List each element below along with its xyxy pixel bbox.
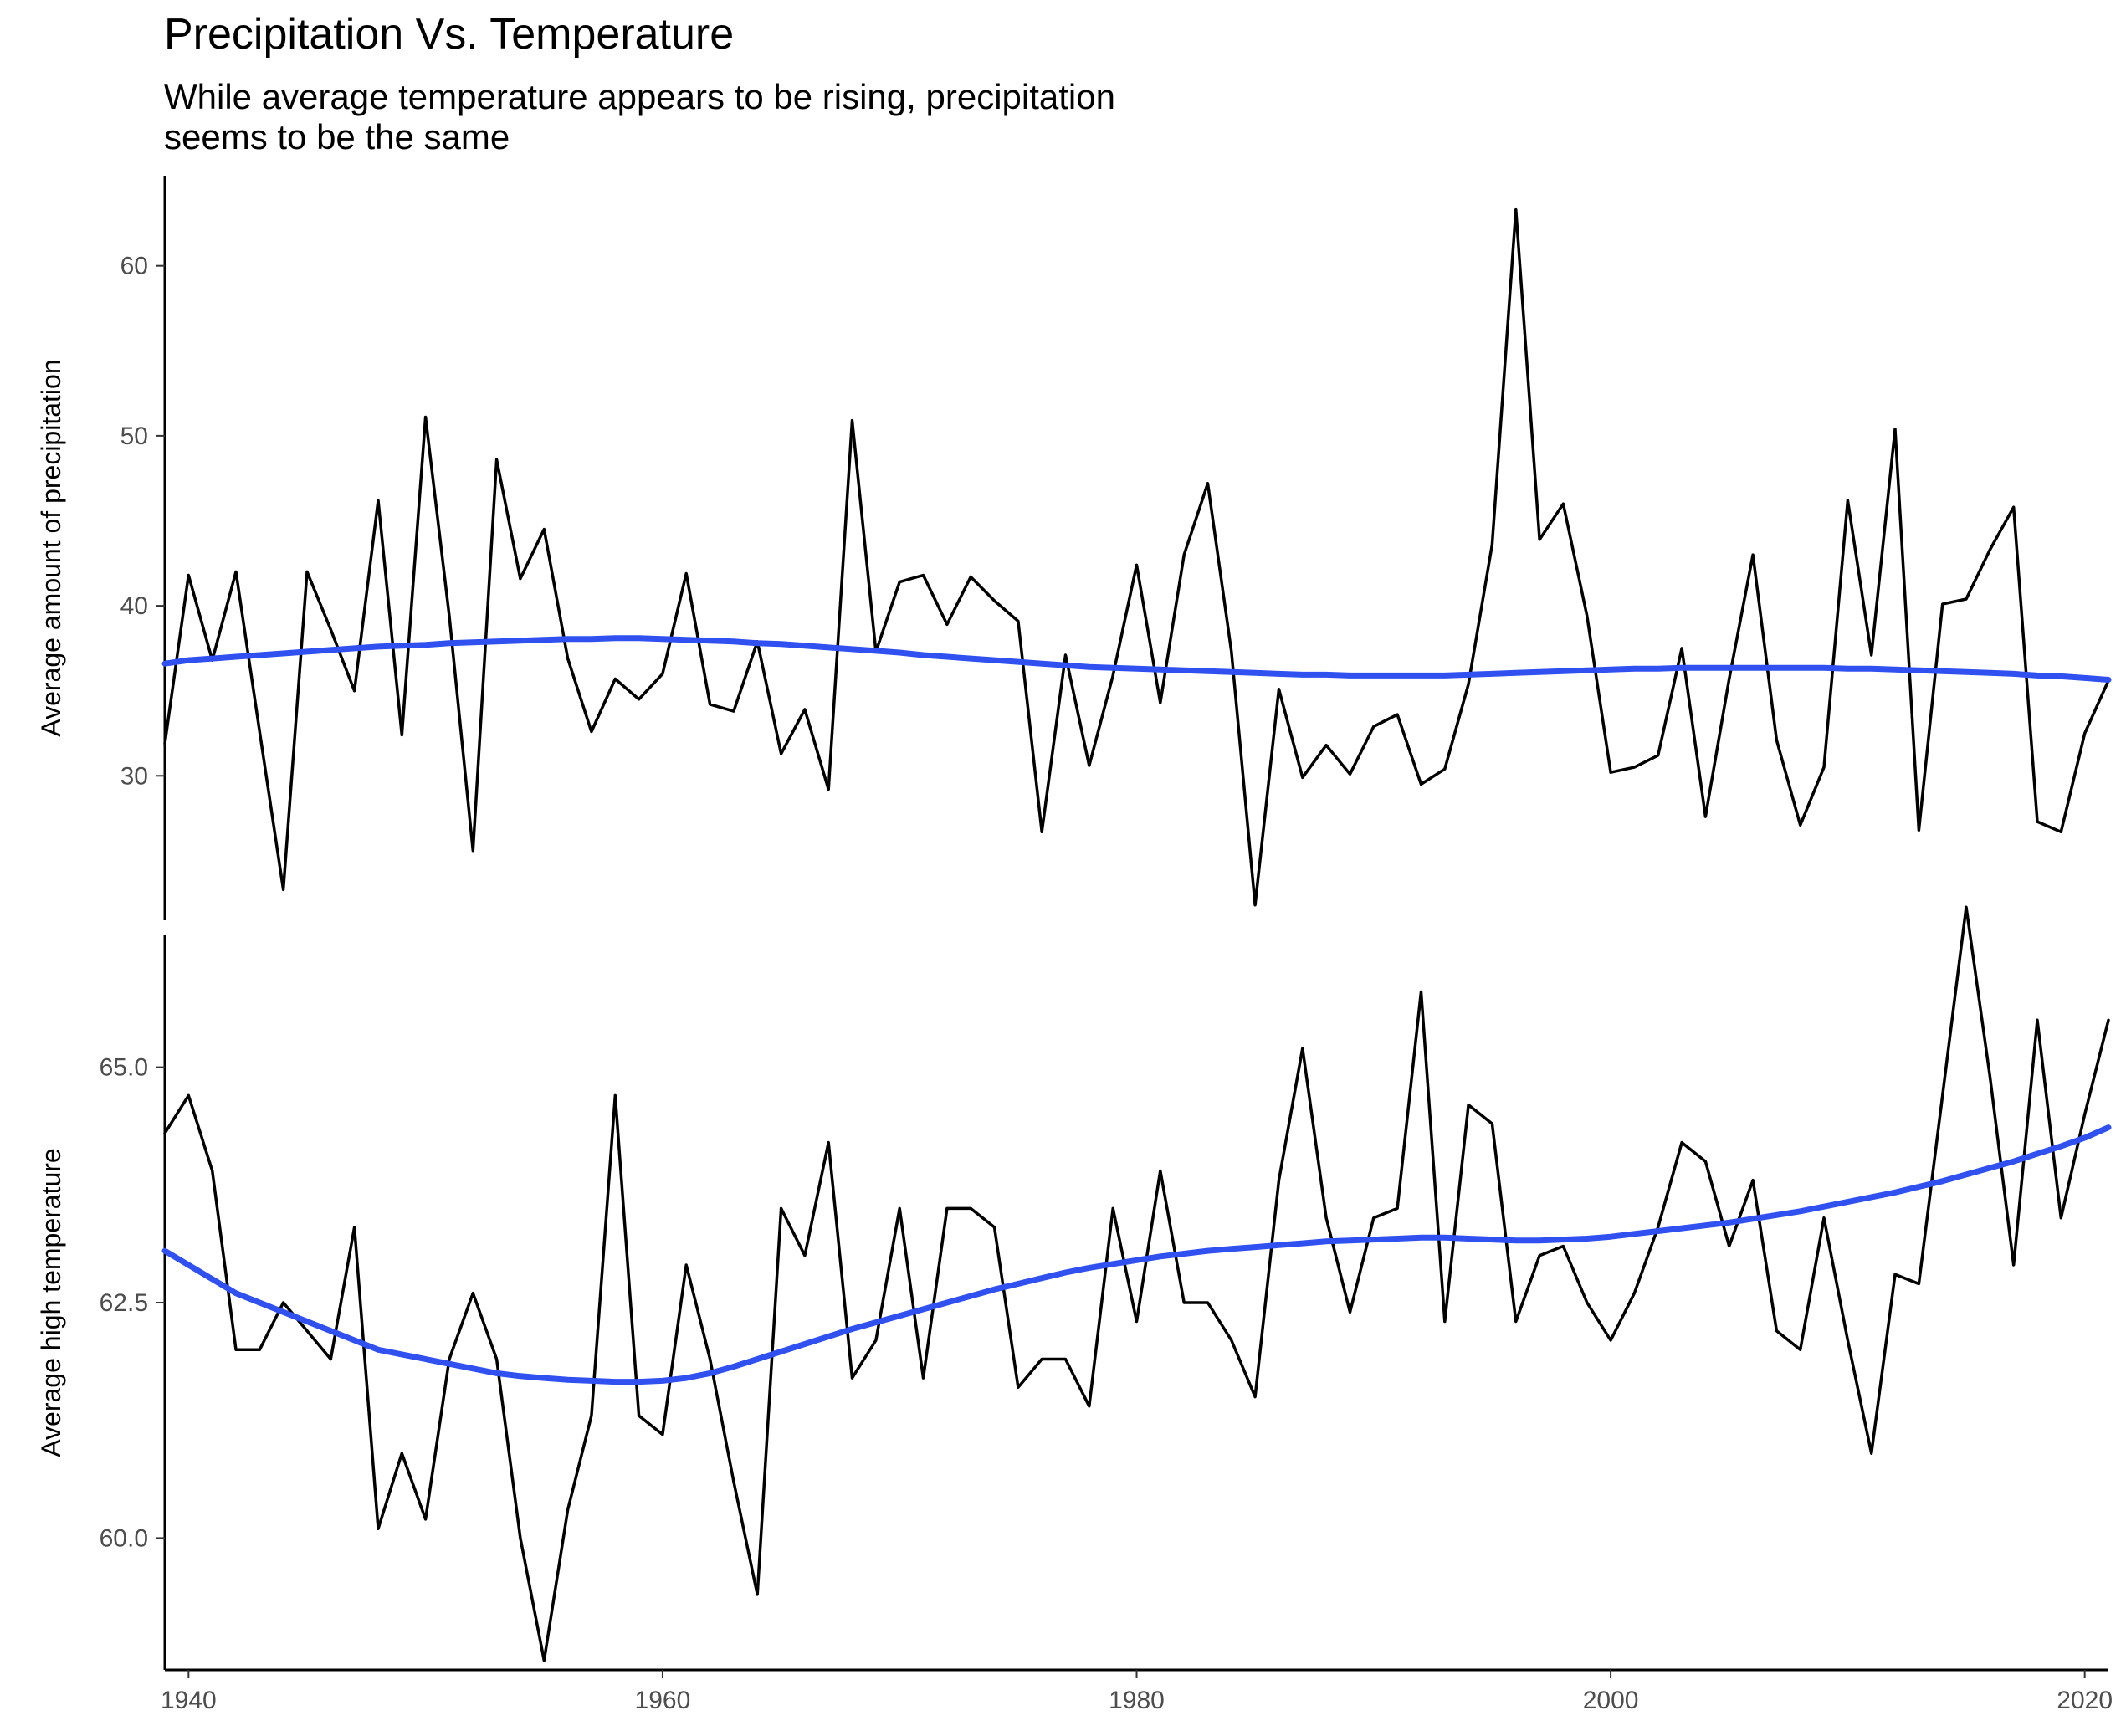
- y-tick-label: 65.0: [100, 1054, 148, 1082]
- y-tick-label: 62.5: [100, 1289, 148, 1317]
- temperature-panel: 60.0 62.5 65.0: [100, 905, 2112, 1670]
- precipitation-y-axis-label: Average amount of precipitation: [36, 359, 66, 736]
- temperature-y-axis-label: Average high temperature: [36, 1148, 66, 1457]
- x-tick-label: 2020: [2057, 1687, 2113, 1714]
- trend-smooth-line: [161, 1124, 2112, 1385]
- y-tick-label: 40: [120, 592, 148, 620]
- precipitation-panel: 30 40 50 60: [120, 176, 2112, 920]
- trend-smooth-line: [161, 635, 2112, 683]
- y-tick-label: 60.0: [100, 1524, 148, 1552]
- chart-title: Precipitation Vs. Temperature: [164, 10, 734, 59]
- chart-subtitle-line-1: While average temperature appears to be …: [164, 77, 1115, 116]
- data-series-line: [163, 905, 2110, 1662]
- y-tick-label: 50: [120, 422, 148, 450]
- chart-subtitle-line-2: seems to be the same: [164, 117, 510, 156]
- x-tick-label: 1940: [161, 1687, 217, 1714]
- x-tick-label: 1980: [1109, 1687, 1165, 1714]
- y-tick-label: 30: [120, 762, 148, 790]
- data-series-line: [163, 207, 2110, 907]
- x-tick-label: 2000: [1583, 1687, 1639, 1714]
- x-axis: 1940 1960 1980 2000 2020: [161, 1668, 2113, 1714]
- x-tick-label: 1960: [635, 1687, 691, 1714]
- y-tick-label: 60: [120, 253, 148, 280]
